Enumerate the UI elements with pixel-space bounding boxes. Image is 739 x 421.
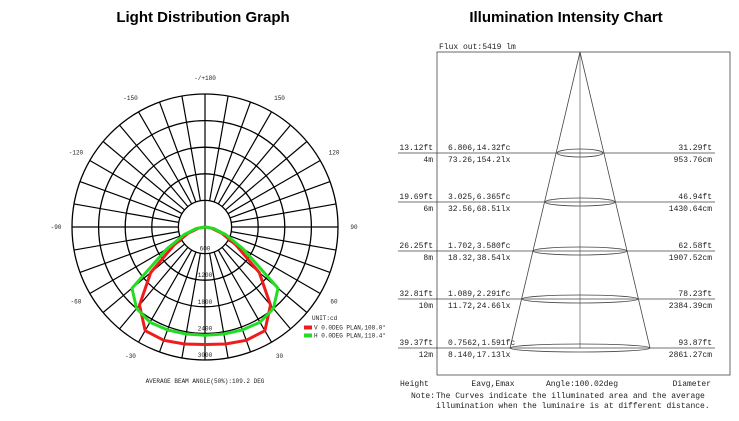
angle-tick-label: 120 [329,150,340,157]
illuminated-area [532,246,628,256]
note-line: illumination when the luminaire is at di… [436,402,710,411]
angle-tick-label: -120 [69,150,84,157]
diameter-ft: 31.29ft [678,144,712,153]
diagram-title: Illumination Intensity Chart [469,9,662,26]
height-m: 8m [423,254,433,263]
ring [177,199,233,255]
ring [97,119,313,335]
illum-fc: 1.702,3.580fc [448,242,511,251]
angle-tick-label: -150 [123,95,138,102]
polar-chart: 600 1200 1800 2400 3000 -/+180 150 120 90 60 30 -30… [51,75,386,385]
diameter-cm: 1907.52cm [669,254,712,263]
frame [436,51,731,376]
r-tick-label: 1800 [198,299,213,306]
legend-swatch [304,333,312,338]
illum-fc: 1.089,2.291fc [448,290,511,299]
diameter-ft: 46.94ft [678,193,712,202]
angle-tick-label: 30 [276,353,284,360]
r-tick-label: 2400 [198,325,213,332]
ring [71,93,339,361]
note-line: The Curves indicate the illuminated area… [436,392,705,401]
curve [130,225,280,337]
illuminated-area [544,197,616,207]
cone-edge [509,51,581,349]
diameter-ft: 93.87ft [678,339,712,348]
diameter-ft: 62.58ft [678,242,712,251]
height-m: 12m [419,351,434,360]
diameter-cm: 2384.39cm [669,302,712,311]
note-label: Note: [411,392,435,401]
legend-label: H 0.0DEG PLAN,110.4° [314,333,386,340]
height-ft: 39.37ft [399,339,433,348]
column-header: Diameter [673,380,712,389]
height-ft: 13.12ft [399,144,433,153]
r-tick-label: 600 [200,246,211,253]
illumination-diagram: Flux out:5419 lm 13.12ft 4m 6.806,14.32fc 7… [398,43,731,411]
diameter-cm: 2861.27cm [669,351,712,360]
ring [151,173,259,281]
illum-lx: 18.32,38.54lx [448,254,511,263]
illum-fc: 3.025,6.365fc [448,193,511,202]
illum-lx: 11.72,24.66lx [448,302,511,311]
flux-label: Flux out:5419 lm [439,43,516,52]
column-header: Eavg,Emax [471,380,514,389]
diameter-cm: 1430.64cm [669,205,712,214]
diameter-ft: 78.23ft [678,290,712,299]
angle-tick-label: -/+180 [194,75,216,82]
height-m: 6m [423,205,433,214]
illum-lx: 32.56,68.51lx [448,205,511,214]
r-tick-label: 3000 [198,352,213,359]
illuminated-area [509,343,651,353]
illum-fc: 6.806,14.32fc [448,144,511,153]
column-header: Angle:100.02deg [546,380,618,389]
angle-tick-label: 60 [330,299,338,306]
angle-tick-label: 150 [274,95,285,102]
height-ft: 26.25ft [399,242,433,251]
height-m: 10m [419,302,434,311]
height-ft: 32.81ft [399,290,433,299]
r-tick-label: 1200 [198,272,213,279]
angle-tick-label: -90 [51,224,62,231]
ring [124,146,286,308]
legend-label: V 0.0DEG PLAN,108.0° [314,325,386,332]
angle-tick-label: -30 [125,353,136,360]
cone-edge [579,51,651,349]
angle-tick-label: 90 [350,224,358,231]
footnote: AVERAGE BEAM ANGLE(50%):109.2 DEG [146,378,265,385]
legend-title: UNIT:cd [312,315,338,322]
column-header: Height [400,380,429,389]
illum-lx: 73.26,154.2lx [448,156,511,165]
legend-swatch [304,325,312,330]
illum-lx: 8.140,17.13lx [448,351,511,360]
illuminated-area [556,148,604,158]
height-m: 4m [423,156,433,165]
diameter-cm: 953.76cm [674,156,713,165]
illum-fc: 0.7562,1.591fc [448,339,515,348]
height-ft: 19.69ft [399,193,433,202]
chart-title: Light Distribution Graph [116,9,289,26]
angle-tick-label: -60 [71,299,82,306]
illuminated-area [521,294,639,304]
